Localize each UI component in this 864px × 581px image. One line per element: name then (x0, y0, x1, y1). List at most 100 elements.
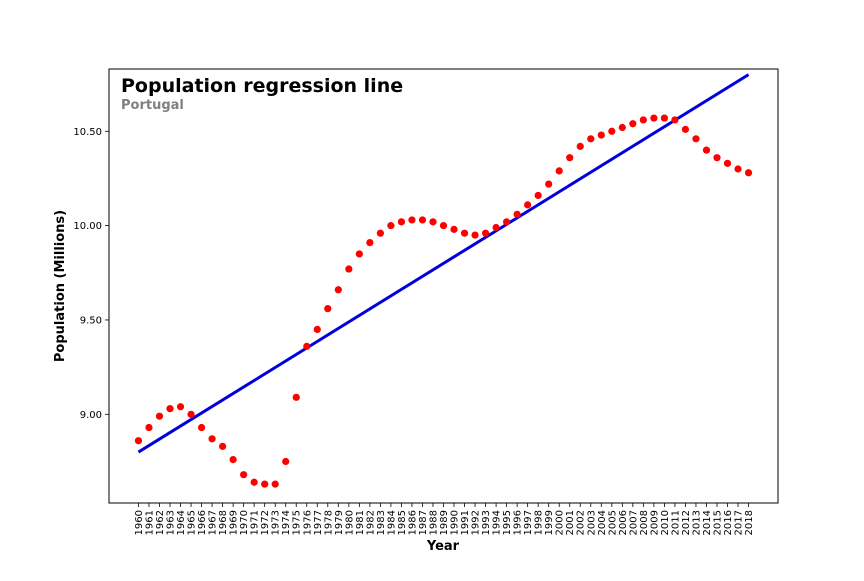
x-axis: 1960 1961 1962 1963 1964 1965 1966 1967 1968 1969… (134, 503, 755, 535)
data-point (208, 435, 216, 443)
data-point (723, 159, 732, 167)
data-point (219, 442, 227, 450)
x-tick-label: 1969 (229, 510, 240, 535)
data-point (387, 222, 395, 230)
data-point (313, 325, 321, 333)
data-point (397, 218, 406, 226)
x-tick-label: 1972 (260, 510, 271, 535)
x-tick-label: 1984 (386, 510, 397, 535)
x-tick-label: 1974 (281, 510, 292, 535)
data-point (534, 191, 542, 200)
x-tick-label: 1982 (365, 510, 376, 535)
x-tick-label: 1961 (144, 510, 155, 535)
data-point (555, 167, 563, 175)
x-tick-label: 2007 (628, 510, 639, 535)
x-tick-label: 1983 (376, 510, 387, 535)
data-point (702, 146, 711, 154)
data-point (471, 231, 479, 239)
x-tick-label: 1973 (271, 510, 282, 535)
x-tick-label: 2002 (576, 510, 587, 535)
data-point (639, 116, 647, 124)
x-tick-label: 1966 (197, 510, 208, 535)
y-axis: 9.00 9.50 10.00 10.50 (73, 127, 109, 421)
data-point (166, 405, 174, 413)
y-tick-label: 10.50 (73, 127, 102, 138)
x-tick-label: 2018 (744, 510, 755, 535)
x-tick-label: 2008 (639, 510, 650, 535)
x-tick-label: 1989 (439, 510, 450, 535)
x-tick-label: 2014 (702, 510, 713, 535)
chart-title: Population regression line (121, 75, 403, 97)
x-tick-label: 1998 (534, 510, 545, 535)
data-point (439, 222, 448, 230)
x-tick-label: 1981 (355, 510, 366, 535)
x-tick-label: 1967 (208, 510, 219, 535)
x-tick-label: 2000 (555, 510, 566, 535)
data-point (597, 131, 605, 139)
data-point (650, 114, 658, 122)
x-tick-label: 1978 (323, 510, 334, 535)
x-tick-label: 1971 (250, 510, 261, 535)
x-tick-label: 2005 (607, 510, 618, 535)
data-point (692, 135, 700, 143)
data-point (744, 169, 753, 177)
data-point (187, 410, 195, 418)
x-tick-label: 2003 (586, 510, 597, 535)
data-point (681, 125, 690, 133)
x-tick-label: 1999 (544, 510, 555, 535)
data-point (145, 423, 153, 432)
data-point (355, 250, 363, 258)
x-tick-label: 1986 (407, 510, 418, 535)
data-point (197, 423, 206, 432)
data-point (608, 127, 616, 135)
data-point (671, 116, 679, 124)
x-tick-label: 2016 (723, 510, 734, 535)
x-tick-label: 1996 (513, 510, 524, 535)
data-point (545, 180, 553, 188)
y-tick-label: 9.00 (80, 410, 102, 421)
data-point (429, 218, 437, 226)
regression-line-layer (137, 73, 750, 454)
x-tick-label: 1994 (492, 510, 503, 535)
data-point (524, 201, 532, 209)
x-tick-label: 1962 (155, 510, 166, 535)
data-point (376, 229, 384, 237)
x-tick-label: 1985 (397, 510, 408, 535)
x-tick-label: 1965 (187, 510, 198, 535)
data-point (566, 154, 574, 162)
data-point (618, 123, 626, 132)
data-point (629, 120, 637, 128)
data-points-layer (134, 114, 753, 488)
x-tick-label: 2009 (649, 510, 660, 535)
x-tick-label: 1997 (523, 510, 534, 535)
x-tick-label: 2006 (618, 510, 629, 535)
x-tick-label: 1960 (134, 510, 145, 535)
x-tick-label: 1992 (471, 510, 482, 535)
x-tick-label: 1980 (344, 510, 355, 535)
data-point (155, 412, 164, 420)
data-point (334, 286, 342, 294)
y-tick-label: 10.00 (73, 221, 102, 232)
data-point (324, 305, 332, 313)
data-point (250, 478, 258, 486)
data-point (460, 229, 469, 237)
x-tick-label: 1963 (166, 510, 177, 535)
data-point (418, 216, 427, 224)
data-point (408, 216, 416, 224)
x-tick-label: 2001 (565, 510, 576, 535)
x-tick-label: 2012 (681, 510, 692, 535)
data-point (713, 154, 721, 162)
data-point (734, 165, 742, 173)
x-tick-label: 2004 (597, 510, 608, 535)
data-point (134, 437, 143, 445)
data-point (492, 223, 500, 232)
data-point (366, 239, 374, 247)
x-tick-label: 1968 (218, 510, 229, 535)
data-point (513, 210, 521, 218)
data-point (271, 480, 279, 488)
data-point (345, 265, 353, 273)
x-tick-label: 1976 (302, 510, 313, 535)
x-tick-label: 2015 (712, 510, 723, 535)
